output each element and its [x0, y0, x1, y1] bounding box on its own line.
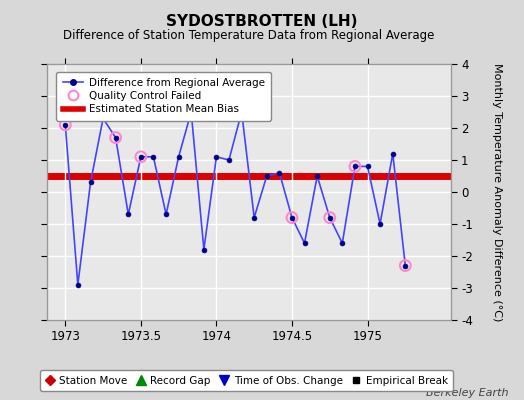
Point	[288, 214, 296, 221]
Legend: Station Move, Record Gap, Time of Obs. Change, Empirical Break: Station Move, Record Gap, Time of Obs. C…	[39, 370, 453, 391]
Text: Berkeley Earth: Berkeley Earth	[426, 388, 508, 398]
Point	[351, 163, 359, 170]
Point	[112, 134, 120, 141]
Text: SYDOSTBROTTEN (LH): SYDOSTBROTTEN (LH)	[166, 14, 358, 29]
Point	[325, 214, 334, 221]
Point	[187, 109, 195, 115]
Title: Difference of Station Temperature Data from Regional Average: Difference of Station Temperature Data f…	[63, 29, 434, 42]
Legend: Difference from Regional Average, Quality Control Failed, Estimated Station Mean: Difference from Regional Average, Qualit…	[57, 72, 271, 120]
Point	[401, 262, 409, 269]
Y-axis label: Monthly Temperature Anomaly Difference (°C): Monthly Temperature Anomaly Difference (…	[493, 63, 503, 321]
Point	[61, 122, 70, 128]
Point	[137, 154, 145, 160]
